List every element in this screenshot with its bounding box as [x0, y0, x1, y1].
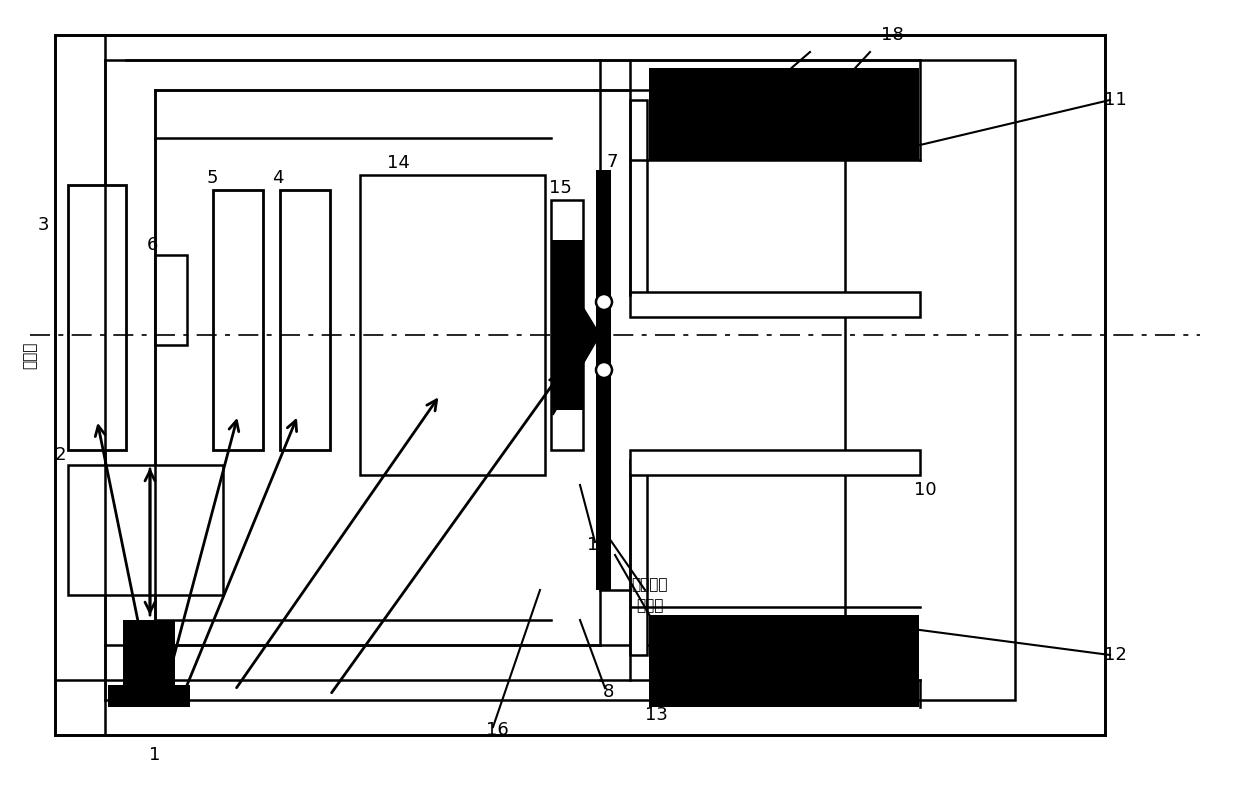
Bar	[105, 60, 1016, 700]
Bar	[551, 200, 583, 450]
Text: 9: 9	[662, 631, 673, 649]
Bar	[649, 615, 919, 707]
Bar	[596, 170, 611, 590]
Text: 16: 16	[486, 721, 508, 739]
Bar	[123, 620, 175, 688]
Text: 18: 18	[880, 26, 904, 44]
Circle shape	[596, 294, 613, 310]
Text: 3: 3	[37, 216, 48, 234]
Text: 8: 8	[603, 683, 614, 701]
Text: 13: 13	[645, 706, 667, 724]
Text: 10: 10	[914, 481, 936, 499]
Bar	[360, 175, 546, 475]
Text: 1: 1	[149, 746, 161, 764]
Bar	[280, 190, 330, 450]
Bar	[630, 460, 647, 655]
Bar	[68, 465, 223, 595]
Text: 14: 14	[387, 154, 409, 172]
Text: 7: 7	[606, 153, 618, 171]
Bar	[155, 255, 187, 345]
Text: 中轴线: 中轴线	[22, 341, 37, 369]
Bar	[630, 100, 647, 295]
Text: 聚焦后的
激光束: 聚焦后的 激光束	[631, 577, 668, 613]
Bar	[630, 292, 920, 317]
Text: 5: 5	[206, 169, 218, 187]
Polygon shape	[553, 258, 600, 415]
Bar	[213, 190, 263, 450]
Text: 4: 4	[273, 169, 284, 187]
Text: 17: 17	[587, 536, 609, 554]
Bar	[155, 90, 844, 645]
Text: 11: 11	[1104, 91, 1126, 109]
Text: 2: 2	[55, 446, 66, 464]
Bar	[55, 35, 1105, 735]
Bar	[68, 185, 126, 450]
Circle shape	[596, 362, 613, 378]
Bar	[551, 240, 583, 410]
Bar	[630, 450, 920, 475]
Text: 12: 12	[1104, 646, 1126, 664]
Text: 6: 6	[146, 236, 157, 254]
Text: 15: 15	[548, 179, 572, 197]
Bar	[108, 685, 190, 707]
Bar	[649, 68, 919, 160]
